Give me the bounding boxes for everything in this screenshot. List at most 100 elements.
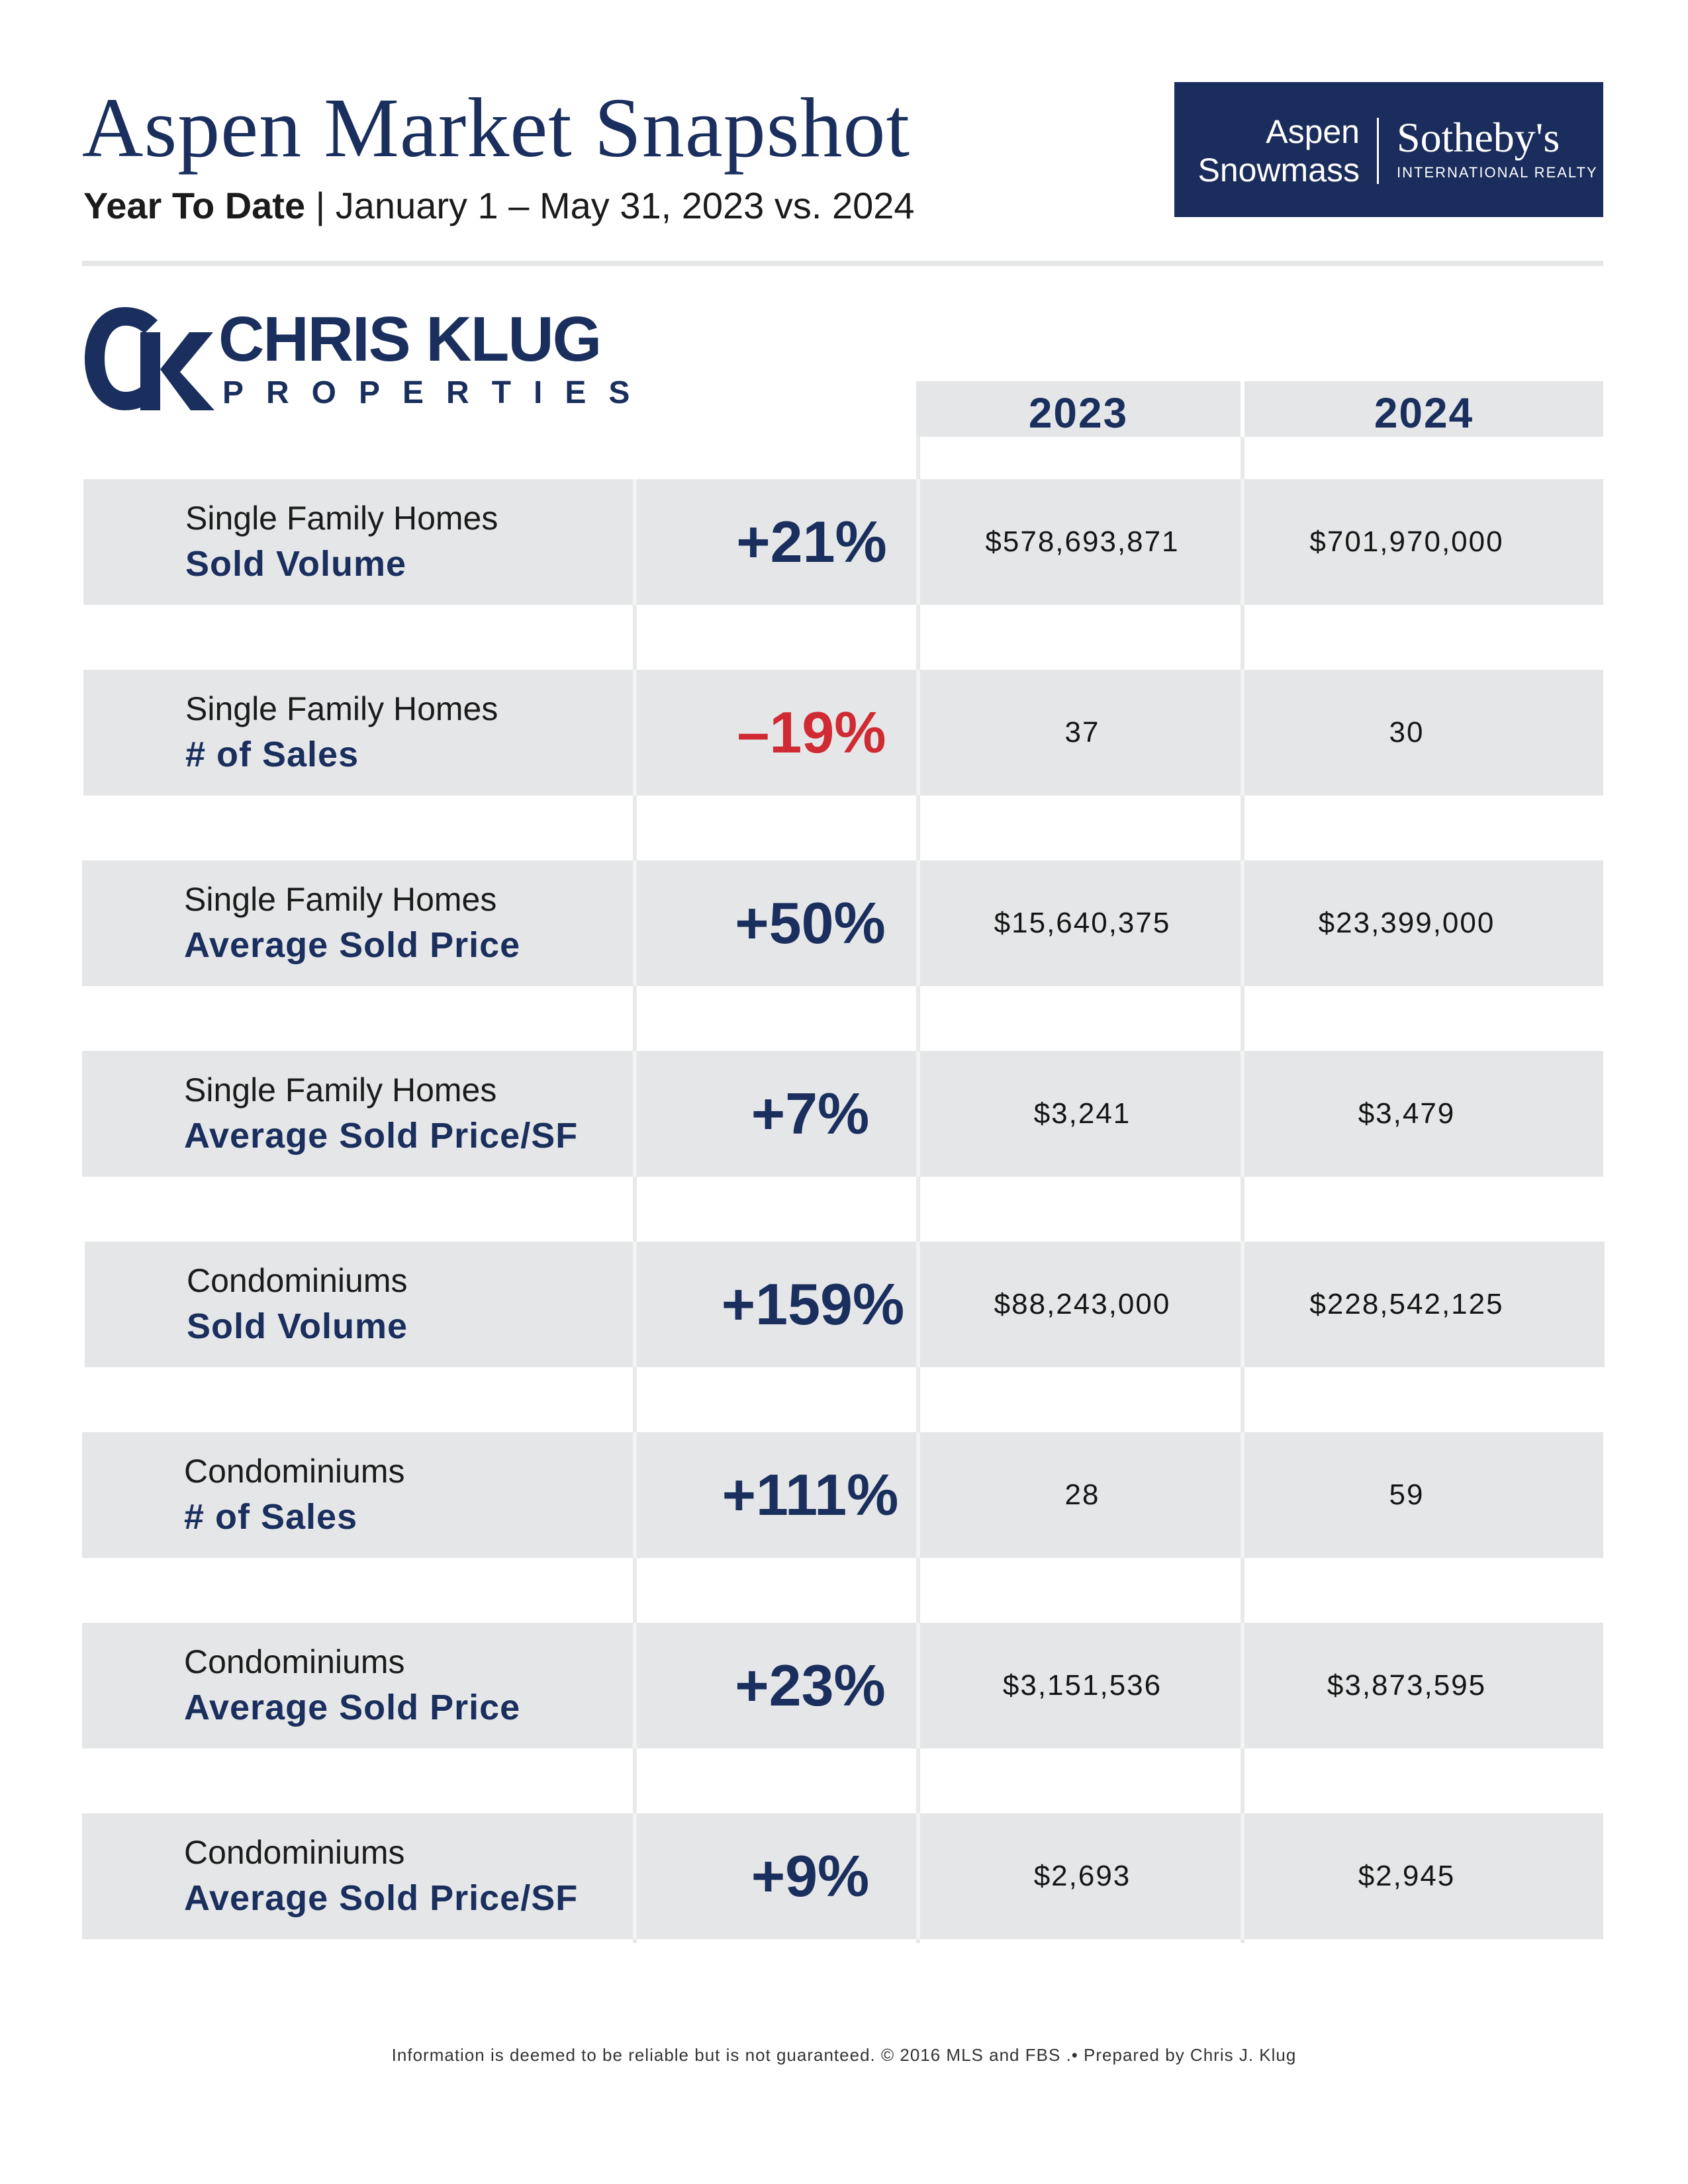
row-separator xyxy=(1241,1623,1244,1749)
row-value-2024: 59 xyxy=(1389,1479,1425,1511)
row-change: +50% xyxy=(735,890,886,956)
row-metric: Sold Volume xyxy=(187,1306,408,1346)
row-separator xyxy=(1241,670,1244,796)
row-separator xyxy=(916,1051,920,1177)
column-divider-2024 xyxy=(1241,437,1244,1943)
row-value-2023: 28 xyxy=(1064,1479,1100,1511)
row-separator xyxy=(1241,1051,1244,1177)
footer-disclaimer: Information is deemed to be reliable but… xyxy=(391,2045,1297,2065)
row-value-2023: $88,243,000 xyxy=(994,1288,1171,1320)
row-change: +7% xyxy=(751,1081,870,1146)
row-separator xyxy=(633,860,637,986)
row-separator xyxy=(633,1813,637,1939)
row-separator xyxy=(916,1242,920,1367)
row-value-2024: $3,873,595 xyxy=(1327,1669,1487,1702)
row-metric: # of Sales xyxy=(185,735,359,774)
row-separator xyxy=(633,1051,637,1177)
row-label: Condominiums Average Sold Price xyxy=(184,1640,520,1731)
row-metric: Average Sold Price xyxy=(184,1688,521,1727)
row-category: Condominiums xyxy=(184,1453,405,1490)
table-row: Single Family Homes Sold Volume +21% $57… xyxy=(83,479,1603,605)
row-separator xyxy=(633,479,637,605)
brand-intl: INTERNATIONAL REALTY xyxy=(1397,164,1598,181)
row-label: Single Family Homes Average Sold Price xyxy=(184,878,520,969)
brand-company: Sotheby's INTERNATIONAL REALTY xyxy=(1397,114,1598,181)
row-value-2024: $701,970,000 xyxy=(1309,525,1504,558)
row-label: Condominiums Sold Volume xyxy=(187,1259,408,1350)
table-row: Condominiums Average Sold Price/SF +9% $… xyxy=(82,1813,1603,1939)
column-header-2024: 2024 xyxy=(1244,381,1603,437)
ck-logo-sub: PROPERTIES xyxy=(222,375,653,410)
brand-line-snowmass: Snowmass xyxy=(1197,152,1360,189)
row-separator xyxy=(916,1813,920,1939)
row-metric: Average Sold Price/SF xyxy=(184,1878,579,1918)
row-separator xyxy=(1241,479,1244,605)
row-metric: Average Sold Price xyxy=(184,925,521,965)
row-value-2023: $3,241 xyxy=(1033,1097,1131,1130)
row-separator xyxy=(633,1623,637,1749)
brand-location: Aspen Snowmass xyxy=(1197,113,1360,189)
row-value-2023: 37 xyxy=(1064,716,1100,749)
row-value-2023: $3,151,536 xyxy=(1002,1669,1162,1702)
row-separator xyxy=(1241,1813,1244,1939)
subtitle-range: | January 1 – May 31, 2023 vs. 2024 xyxy=(305,185,915,226)
row-value-2024: $3,479 xyxy=(1358,1097,1456,1130)
row-separator xyxy=(1241,1432,1244,1558)
row-label: Single Family Homes Sold Volume xyxy=(185,496,498,588)
row-category: Condominiums xyxy=(184,1643,405,1680)
row-change: +9% xyxy=(751,1843,870,1909)
table-row: Single Family Homes Average Sold Price/S… xyxy=(82,1051,1603,1177)
row-label: Single Family Homes Average Sold Price/S… xyxy=(184,1068,578,1160)
row-change: +21% xyxy=(736,509,887,574)
row-value-2023: $578,693,871 xyxy=(985,525,1180,558)
row-label: Single Family Homes # of Sales xyxy=(185,687,498,778)
row-label: Condominiums # of Sales xyxy=(184,1449,404,1541)
row-separator xyxy=(1241,1242,1244,1367)
row-category: Single Family Homes xyxy=(185,690,498,727)
page-subtitle: Year To Date | January 1 – May 31, 2023 … xyxy=(83,184,915,227)
row-category: Condominiums xyxy=(184,1834,405,1871)
table-row: Single Family Homes Average Sold Price +… xyxy=(82,860,1603,986)
row-value-2024: $23,399,000 xyxy=(1318,907,1495,939)
table-row: Condominiums # of Sales +111% 28 59 xyxy=(82,1432,1603,1558)
row-change: +23% xyxy=(735,1653,886,1718)
row-category: Condominiums xyxy=(187,1262,408,1299)
row-metric: # of Sales xyxy=(184,1497,358,1537)
column-header-2023: 2023 xyxy=(916,381,1241,437)
row-label: Condominiums Average Sold Price/SF xyxy=(184,1831,578,1922)
row-separator xyxy=(633,1432,637,1558)
row-value-2024: $2,945 xyxy=(1358,1860,1456,1892)
row-change: +111% xyxy=(722,1462,899,1527)
row-category: Single Family Homes xyxy=(184,881,497,918)
row-separator xyxy=(916,479,920,605)
ck-monogram-icon xyxy=(85,307,214,410)
row-category: Single Family Homes xyxy=(184,1071,497,1109)
row-separator xyxy=(916,860,920,986)
table-row: Condominiums Sold Volume +159% $88,243,0… xyxy=(85,1242,1605,1367)
row-metric: Average Sold Price/SF xyxy=(184,1116,579,1156)
row-value-2023: $2,693 xyxy=(1033,1860,1131,1892)
table-row: Single Family Homes # of Sales –19% 37 3… xyxy=(83,670,1603,796)
row-value-2023: $15,640,375 xyxy=(994,907,1171,939)
row-value-2024: $228,542,125 xyxy=(1309,1288,1504,1320)
row-separator xyxy=(916,1432,920,1558)
row-value-2024: 30 xyxy=(1389,716,1425,749)
sothebys-brand-logo: Aspen Snowmass Sotheby's INTERNATIONAL R… xyxy=(1174,82,1603,217)
row-separator xyxy=(1241,860,1244,986)
header-divider xyxy=(82,261,1603,266)
column-divider-2023 xyxy=(916,437,920,1943)
subtitle-period: Year To Date xyxy=(83,185,306,226)
row-separator xyxy=(916,1623,920,1749)
page-title: Aspen Market Snapshot xyxy=(82,81,911,175)
ck-logo-name: CHRIS KLUG xyxy=(218,304,602,375)
row-separator xyxy=(633,670,637,796)
row-metric: Sold Volume xyxy=(185,544,407,584)
row-change: –19% xyxy=(737,700,886,765)
row-separator xyxy=(916,670,920,796)
brand-sothebys: Sotheby's xyxy=(1397,114,1560,161)
table-row: Condominiums Average Sold Price +23% $3,… xyxy=(82,1623,1603,1749)
row-change: +159% xyxy=(721,1271,905,1337)
row-category: Single Family Homes xyxy=(185,500,498,537)
brand-line-aspen: Aspen xyxy=(1266,113,1360,150)
brand-divider xyxy=(1377,118,1379,184)
